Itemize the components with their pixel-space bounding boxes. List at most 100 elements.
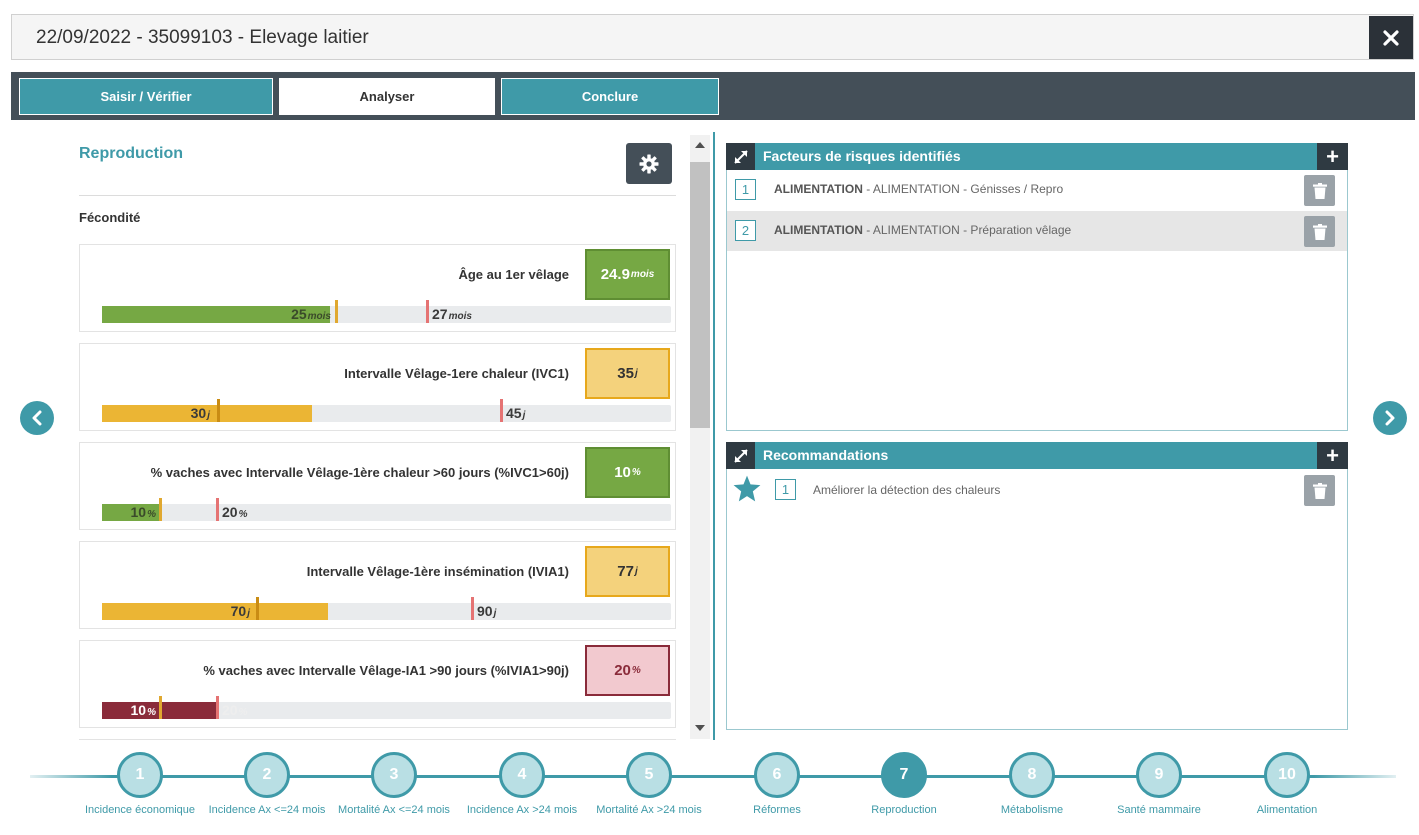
step-6[interactable]: 6 [754,752,800,798]
expand-button[interactable] [726,442,755,469]
tab-label: Conclure [581,89,639,104]
indicator-label: % vaches avec Intervalle Vêlage-1ère cha… [150,465,569,480]
step-1-label[interactable]: Incidence économique [84,804,196,816]
step-8[interactable]: 8 [1009,752,1055,798]
gauge-fill [102,405,312,422]
expand-icon [733,448,748,463]
gear-icon [639,154,659,173]
tab-bar: Saisir / Vérifier Analyser Conclure [11,72,1415,120]
indicator-value: 20 [614,662,631,679]
indicator-gauge: 25mois 27mois [102,300,671,323]
step-7[interactable]: 7 [881,752,927,798]
threshold-low-label: 70j [230,603,250,619]
indicators-panel: Reproduction Fécondité Âge au 1er vêlage… [70,132,688,740]
threshold-low-label: 10% [130,504,156,520]
step-4-label[interactable]: Incidence Ax >24 mois [466,804,578,816]
trash-icon [1312,182,1327,199]
indicator-card: % vaches avec Intervalle Vêlage-IA1 >90 … [79,640,676,728]
star-icon[interactable] [733,475,761,502]
step-9[interactable]: 9 [1136,752,1182,798]
indicator-card: Âge au 1er vêlage 24.9 mois 25mois 27mois [79,244,676,332]
close-button[interactable] [1369,16,1413,59]
indicator-unit: j [634,368,638,379]
tab-conclure[interactable]: Conclure [501,78,719,115]
trash-icon [1312,482,1327,499]
delete-button[interactable] [1304,175,1335,206]
settings-button[interactable] [626,143,672,184]
gauge-fill [102,504,160,521]
previous-button[interactable] [20,401,54,435]
tab-analyser[interactable]: Analyser [279,78,495,115]
step-6-label[interactable]: Réformes [753,804,801,816]
threshold-marker-low [159,696,162,719]
add-risk-button[interactable]: + [1317,143,1348,170]
step-8-label[interactable]: Métabolisme [1000,804,1064,816]
timeline-track [30,775,1396,778]
next-button[interactable] [1373,401,1407,435]
item-number: 2 [735,220,756,241]
section-title: Reproduction [79,145,183,162]
threshold-high-label: 20% [222,504,248,520]
gauge-fill [102,603,328,620]
threshold-marker-low [256,597,259,620]
indicator-label: Intervalle Vêlage-1ère insémination (IVI… [306,564,569,579]
indicator-value: 10 [614,464,631,481]
page-title: 22/09/2022 - 35099103 - Elevage laitier [36,27,369,48]
step-7-label[interactable]: Reproduction [871,804,937,816]
indicator-unit: mois [630,269,655,280]
panel-divider [713,132,715,740]
tab-label: Analyser [359,89,415,104]
step-3[interactable]: 3 [371,752,417,798]
item-number: 1 [735,179,756,200]
scroll-up-button[interactable] [690,136,710,154]
item-text: ALIMENTATION - ALIMENTATION - Génisses /… [774,182,1064,196]
risk-factors-header: Facteurs de risques identifiés + [726,143,1348,170]
caret-up-icon [695,142,705,148]
threshold-marker-low [217,399,220,422]
expand-button[interactable] [726,143,755,170]
recommendations-list: 1 Améliorer la détection des chaleurs [726,469,1348,730]
section-divider [79,195,676,196]
expand-icon [733,149,748,164]
chevron-left-icon [32,410,42,426]
threshold-marker-high [216,498,219,521]
delete-button[interactable] [1304,475,1335,506]
threshold-high-label: 90j [477,603,497,619]
step-3-label[interactable]: Mortalité Ax <=24 mois [338,804,450,816]
tab-label: Saisir / Vérifier [100,89,192,104]
step-5-label[interactable]: Mortalité Ax >24 mois [596,804,702,816]
step-10-label[interactable]: Alimentation [1256,804,1318,816]
scrollbar-thumb[interactable] [690,162,710,428]
add-recommendation-button[interactable]: + [1317,442,1348,469]
indicator-unit: % [631,467,641,478]
step-9-label[interactable]: Santé mammaire [1117,804,1201,816]
threshold-high-label: 27mois [432,306,472,322]
threshold-low-label: 25mois [291,306,331,322]
indicator-unit: j [634,566,638,577]
indicator-gauge: 10% 20% [102,498,671,521]
subsection-title: Fécondité [79,210,141,225]
threshold-high-label: 45j [506,405,526,421]
threshold-marker-high [500,399,503,422]
step-5[interactable]: 5 [626,752,672,798]
indicator-label: Intervalle Vêlage-1ere chaleur (IVC1) [344,366,569,381]
risk-factors-title: Facteurs de risques identifiés [763,148,961,164]
scroll-down-button[interactable] [690,719,710,737]
threshold-high-label: 20% [222,702,248,718]
step-1[interactable]: 1 [117,752,163,798]
indicator-label: % vaches avec Intervalle Vêlage-IA1 >90 … [203,663,569,678]
threshold-marker-high [426,300,429,323]
step-4[interactable]: 4 [499,752,545,798]
step-2[interactable]: 2 [244,752,290,798]
risk-factors-list: 1 ALIMENTATION - ALIMENTATION - Génisses… [726,170,1348,431]
step-2-label[interactable]: Incidence Ax <=24 mois [208,804,326,816]
plus-icon: + [1326,442,1339,468]
indicator-value-badge: 77 j [585,546,670,597]
step-10[interactable]: 10 [1264,752,1310,798]
indicator-card: % vaches avec Intervalle Vêlage-1ère cha… [79,442,676,530]
indicator-value: 35 [617,365,634,382]
delete-button[interactable] [1304,216,1335,247]
indicator-gauge: 70j 90j [102,597,671,620]
list-item: 1 ALIMENTATION - ALIMENTATION - Génisses… [727,170,1347,210]
tab-saisir-verifier[interactable]: Saisir / Vérifier [19,78,273,115]
